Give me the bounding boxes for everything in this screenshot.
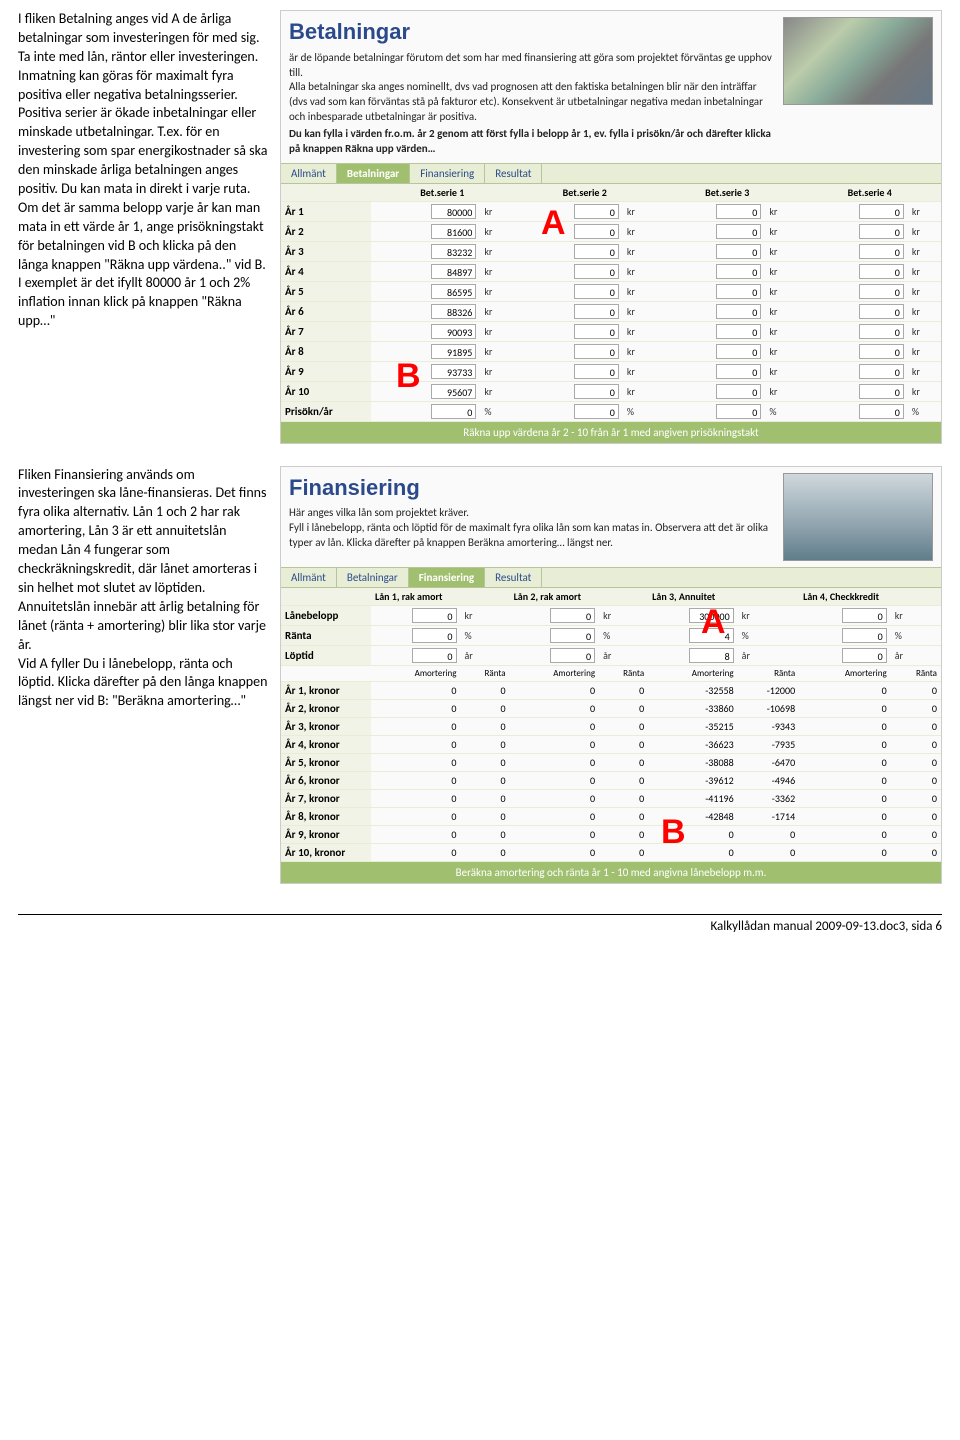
tab-resultat[interactable]: Resultat (485, 568, 542, 587)
input-cell[interactable]: 0 (574, 344, 619, 359)
input-cell[interactable]: 0 (574, 324, 619, 339)
input-cell[interactable]: 0 (859, 324, 904, 339)
input-cell[interactable]: 0 (716, 244, 761, 259)
input-cell[interactable]: 0 (859, 364, 904, 379)
input-cell[interactable]: 86595 (431, 284, 476, 299)
panel2-title: Finansiering (289, 473, 773, 503)
finansiering-table: Lån 1, rak amortLån 2, rak amortLån 3, A… (281, 588, 941, 862)
input-cell[interactable]: 80000 (431, 204, 476, 219)
input-cell[interactable]: 88326 (431, 304, 476, 319)
loan-input[interactable]: 0 (842, 628, 887, 643)
input-cell[interactable]: 0 (716, 204, 761, 219)
input-cell[interactable]: 84897 (431, 264, 476, 279)
prisokn-input[interactable]: 0 (716, 404, 761, 419)
input-cell[interactable]: 81600 (431, 224, 476, 239)
money-image (783, 17, 933, 105)
prisokn-input[interactable]: 0 (431, 404, 476, 419)
betalningar-panel: Betalningar är de löpande betalningar fö… (280, 10, 942, 444)
loan-input[interactable]: 4 (689, 628, 734, 643)
input-cell[interactable]: 83232 (431, 244, 476, 259)
input-cell[interactable]: 0 (859, 344, 904, 359)
loan-input[interactable]: 300000 (689, 608, 734, 623)
betalningar-section: I fliken Betalning anges vid A de årliga… (18, 10, 942, 444)
input-cell[interactable]: 0 (716, 264, 761, 279)
input-cell[interactable]: 0 (859, 284, 904, 299)
tabs2: AllmäntBetalningarFinansieringResultat (281, 567, 941, 588)
panel1-bold: Du kan fylla i värden fr.o.m. år 2 genom… (289, 127, 773, 157)
input-cell[interactable]: 0 (716, 364, 761, 379)
finansiering-section: Fliken Finansiering används om investeri… (18, 466, 942, 884)
input-cell[interactable]: 0 (716, 384, 761, 399)
input-cell[interactable]: 0 (574, 284, 619, 299)
loan-input[interactable]: 0 (412, 628, 457, 643)
loan-input[interactable]: 0 (412, 608, 457, 623)
input-cell[interactable]: 90093 (431, 324, 476, 339)
input-cell[interactable]: 0 (574, 264, 619, 279)
input-cell[interactable]: 0 (574, 224, 619, 239)
input-cell[interactable]: 0 (574, 384, 619, 399)
input-cell[interactable]: 0 (574, 364, 619, 379)
rakna-upp-button[interactable]: Räkna upp värdena år 2 - 10 från år 1 me… (281, 422, 941, 443)
loan-input[interactable]: 0 (550, 628, 595, 643)
tab-finansiering[interactable]: Finansiering (409, 568, 485, 587)
input-cell[interactable]: 0 (574, 244, 619, 259)
input-cell[interactable]: 93733 (431, 364, 476, 379)
tab-betalningar[interactable]: Betalningar (337, 164, 410, 183)
prisokn-input[interactable]: 0 (859, 404, 904, 419)
input-cell[interactable]: 0 (716, 324, 761, 339)
input-cell[interactable]: 91895 (431, 344, 476, 359)
prisokn-input[interactable]: 0 (574, 404, 619, 419)
input-cell[interactable]: 0 (716, 224, 761, 239)
loan-input[interactable]: 8 (689, 648, 734, 663)
tab-betalningar[interactable]: Betalningar (337, 568, 409, 587)
input-cell[interactable]: 0 (859, 244, 904, 259)
input-cell[interactable]: 0 (859, 224, 904, 239)
input-cell[interactable]: 0 (716, 344, 761, 359)
finansiering-panel: Finansiering Här anges vilka lån som pro… (280, 466, 942, 884)
page-footer: Kalkyllådan manual 2009-09-13.doc3, sida… (18, 914, 942, 934)
loan-input[interactable]: 0 (550, 648, 595, 663)
input-cell[interactable]: 0 (574, 304, 619, 319)
tabs1: AllmäntBetalningarFinansieringResultat (281, 163, 941, 184)
berakna-amortering-button[interactable]: Beräkna amortering och ränta år 1 - 10 m… (281, 862, 941, 883)
loan-input[interactable]: 0 (842, 608, 887, 623)
input-cell[interactable]: 0 (574, 204, 619, 219)
loan-input[interactable]: 0 (412, 648, 457, 663)
input-cell[interactable]: 0 (859, 264, 904, 279)
tab-allmänt[interactable]: Allmänt (281, 164, 337, 183)
input-cell[interactable]: 0 (716, 284, 761, 299)
panel1-title: Betalningar (289, 17, 773, 47)
section2-text: Fliken Finansiering används om investeri… (18, 466, 268, 712)
input-cell[interactable]: 0 (859, 384, 904, 399)
input-cell[interactable]: 0 (716, 304, 761, 319)
input-cell[interactable]: 95607 (431, 384, 476, 399)
panel1-desc: är de löpande betalningar förutom det so… (289, 51, 773, 125)
loan-input[interactable]: 0 (842, 648, 887, 663)
loan-input[interactable]: 0 (550, 608, 595, 623)
tab-resultat[interactable]: Resultat (485, 164, 542, 183)
building-image (783, 473, 933, 561)
input-cell[interactable]: 0 (859, 204, 904, 219)
section1-text: I fliken Betalning anges vid A de årliga… (18, 10, 268, 331)
input-cell[interactable]: 0 (859, 304, 904, 319)
tab-finansiering[interactable]: Finansiering (410, 164, 485, 183)
panel2-desc: Här anges vilka lån som projektet kräver… (289, 506, 773, 551)
tab-allmänt[interactable]: Allmänt (281, 568, 337, 587)
betalningar-table: Bet.serie 1Bet.serie 2Bet.serie 3Bet.ser… (281, 184, 941, 422)
